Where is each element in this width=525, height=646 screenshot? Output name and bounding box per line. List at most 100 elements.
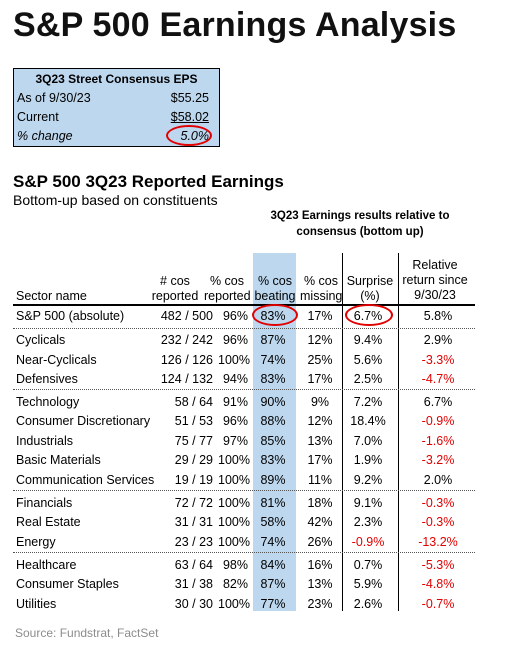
cell-surprise: 2.3%: [353, 515, 383, 529]
header-relative-return: Relative return since 9/30/23: [402, 258, 468, 302]
header-pct-reported: % cos reported: [204, 274, 251, 303]
table-row: Technology 58 / 64 91% 90% 9% 7.2% 6.7%: [13, 392, 483, 412]
cell-surprise: 5.9%: [353, 577, 383, 591]
table-row: Near-Cyclicals 126 / 126 100% 74% 25% 5.6% -3.…: [13, 350, 483, 370]
cell-sector: Healthcare: [16, 558, 77, 572]
cell-relative-return: -0.7%: [421, 597, 455, 611]
cell-pct-missing: 17%: [307, 372, 333, 386]
table-row: S&P 500 (absolute) 482 / 500 96% 83% 17% 6.7%…: [13, 306, 483, 326]
cell-relative-return: -3.3%: [421, 353, 455, 367]
cell-sector: Communication Services: [16, 473, 155, 487]
eps-row-as-of: As of 9/30/23 $55.25: [14, 89, 219, 108]
cell-relative-return: -0.3%: [421, 515, 455, 529]
cell-pct-reported: 100%: [218, 535, 250, 549]
cell-sector: Near-Cyclicals: [16, 353, 97, 367]
cell-cos-reported: 23 / 23: [174, 535, 213, 549]
cell-sector: Consumer Discretionary: [16, 414, 151, 428]
cell-pct-reported: 97%: [222, 434, 248, 448]
cell-sector: Financials: [16, 496, 73, 510]
header-pct-beating: % cos beating: [254, 274, 296, 303]
table-row: Defensives 124 / 132 94% 83% 17% 2.5% -4.7%: [13, 369, 483, 389]
cell-pct-beating: 90%: [260, 395, 286, 409]
cell-cos-reported: 31 / 38: [174, 577, 213, 591]
consensus-eps-box: 3Q23 Street Consensus EPS As of 9/30/23 …: [13, 68, 220, 147]
table-row: Financials 72 / 72 100% 81% 18% 9.1% -0.3%: [13, 493, 483, 513]
cell-pct-missing: 23%: [307, 597, 333, 611]
cell-pct-beating: 74%: [260, 353, 286, 367]
cell-cos-reported: 482 / 500: [160, 309, 213, 323]
column-divider: [342, 253, 343, 611]
header-rule: [13, 304, 475, 306]
cell-pct-reported: 98%: [222, 558, 248, 572]
cell-surprise: 18.4%: [350, 414, 386, 428]
cell-sector: S&P 500 (absolute): [16, 309, 125, 323]
cell-surprise: 7.0%: [353, 434, 383, 448]
cell-sector: Energy: [16, 535, 56, 549]
cell-pct-reported: 91%: [222, 395, 248, 409]
eps-row-current: Current $58.02: [14, 108, 219, 127]
surprise-highlight-circle: [345, 304, 393, 326]
cell-pct-beating: 83%: [260, 453, 286, 467]
cell-pct-beating: 77%: [260, 597, 286, 611]
page-title: S&P 500 Earnings Analysis: [13, 6, 457, 44]
cell-surprise: 9.4%: [353, 333, 383, 347]
cell-surprise: 2.6%: [353, 597, 383, 611]
cell-pct-beating: 84%: [260, 558, 286, 572]
cell-pct-beating: 83%: [260, 372, 286, 386]
cell-cos-reported: 19 / 19: [174, 473, 213, 487]
cell-relative-return: -0.9%: [421, 414, 455, 428]
cell-pct-missing: 12%: [307, 414, 333, 428]
table-row: Basic Materials 29 / 29 100% 83% 17% 1.9% -3.2…: [13, 450, 483, 470]
table-row: Consumer Staples 31 / 38 82% 87% 13% 5.9% -4.8…: [13, 574, 483, 594]
section-subtitle: Bottom-up based on constituents: [13, 192, 218, 208]
source-note: Source: Fundstrat, FactSet: [15, 626, 159, 640]
table-row: Utilities 30 / 30 100% 77% 23% 2.6% -0.7%: [13, 594, 483, 614]
cell-relative-return: 5.8%: [423, 309, 453, 323]
cell-cos-reported: 126 / 126: [160, 353, 213, 367]
cell-relative-return: -1.6%: [421, 434, 455, 448]
cell-sector: Basic Materials: [16, 453, 101, 467]
cell-pct-reported: 100%: [218, 597, 250, 611]
cell-relative-return: -4.8%: [421, 577, 455, 591]
cell-relative-return: -5.3%: [421, 558, 455, 572]
cell-sector: Consumer Staples: [16, 577, 119, 591]
cell-cos-reported: 63 / 64: [174, 558, 213, 572]
cell-surprise: 2.5%: [353, 372, 383, 386]
cell-pct-missing: 25%: [307, 353, 333, 367]
cell-pct-beating: 87%: [260, 333, 286, 347]
section-title: S&P 500 3Q23 Reported Earnings: [13, 172, 284, 191]
beating-highlight-circle: [252, 304, 298, 326]
eps-label: As of 9/30/23: [17, 91, 91, 105]
table-row: Consumer Discretionary 51 / 53 96% 88% 12% 18…: [13, 411, 483, 431]
cell-pct-reported: 100%: [218, 473, 250, 487]
cell-pct-beating: 81%: [260, 496, 286, 510]
eps-value: $58.02: [170, 110, 209, 124]
cell-relative-return: -0.3%: [421, 496, 455, 510]
cell-pct-reported: 100%: [218, 353, 250, 367]
cell-pct-missing: 17%: [307, 453, 333, 467]
cell-relative-return: 2.9%: [423, 333, 453, 347]
group-separator: [13, 328, 475, 329]
header-pct-missing: % cos missing: [300, 274, 343, 303]
cell-relative-return: -3.2%: [421, 453, 455, 467]
cell-pct-missing: 17%: [307, 309, 333, 323]
cell-surprise: 5.6%: [353, 353, 383, 367]
cell-cos-reported: 232 / 242: [160, 333, 213, 347]
cell-pct-missing: 12%: [307, 333, 333, 347]
cell-relative-return: -4.7%: [421, 372, 455, 386]
table-row: Communication Services 19 / 19 100% 89% 11% 9…: [13, 470, 483, 490]
cell-pct-beating: 89%: [260, 473, 286, 487]
cell-cos-reported: 75 / 77: [174, 434, 213, 448]
results-note: 3Q23 Earnings results relative to consen…: [270, 210, 450, 238]
cell-surprise: 7.2%: [353, 395, 383, 409]
cell-relative-return: -13.2%: [418, 535, 458, 549]
cell-relative-return: 2.0%: [423, 473, 453, 487]
cell-pct-missing: 13%: [307, 577, 333, 591]
cell-sector: Defensives: [16, 372, 78, 386]
cell-cos-reported: 124 / 132: [160, 372, 213, 386]
cell-cos-reported: 29 / 29: [174, 453, 213, 467]
cell-pct-reported: 96%: [222, 309, 248, 323]
cell-surprise: 9.1%: [353, 496, 383, 510]
cell-pct-missing: 11%: [307, 473, 333, 487]
cell-pct-reported: 100%: [218, 515, 250, 529]
